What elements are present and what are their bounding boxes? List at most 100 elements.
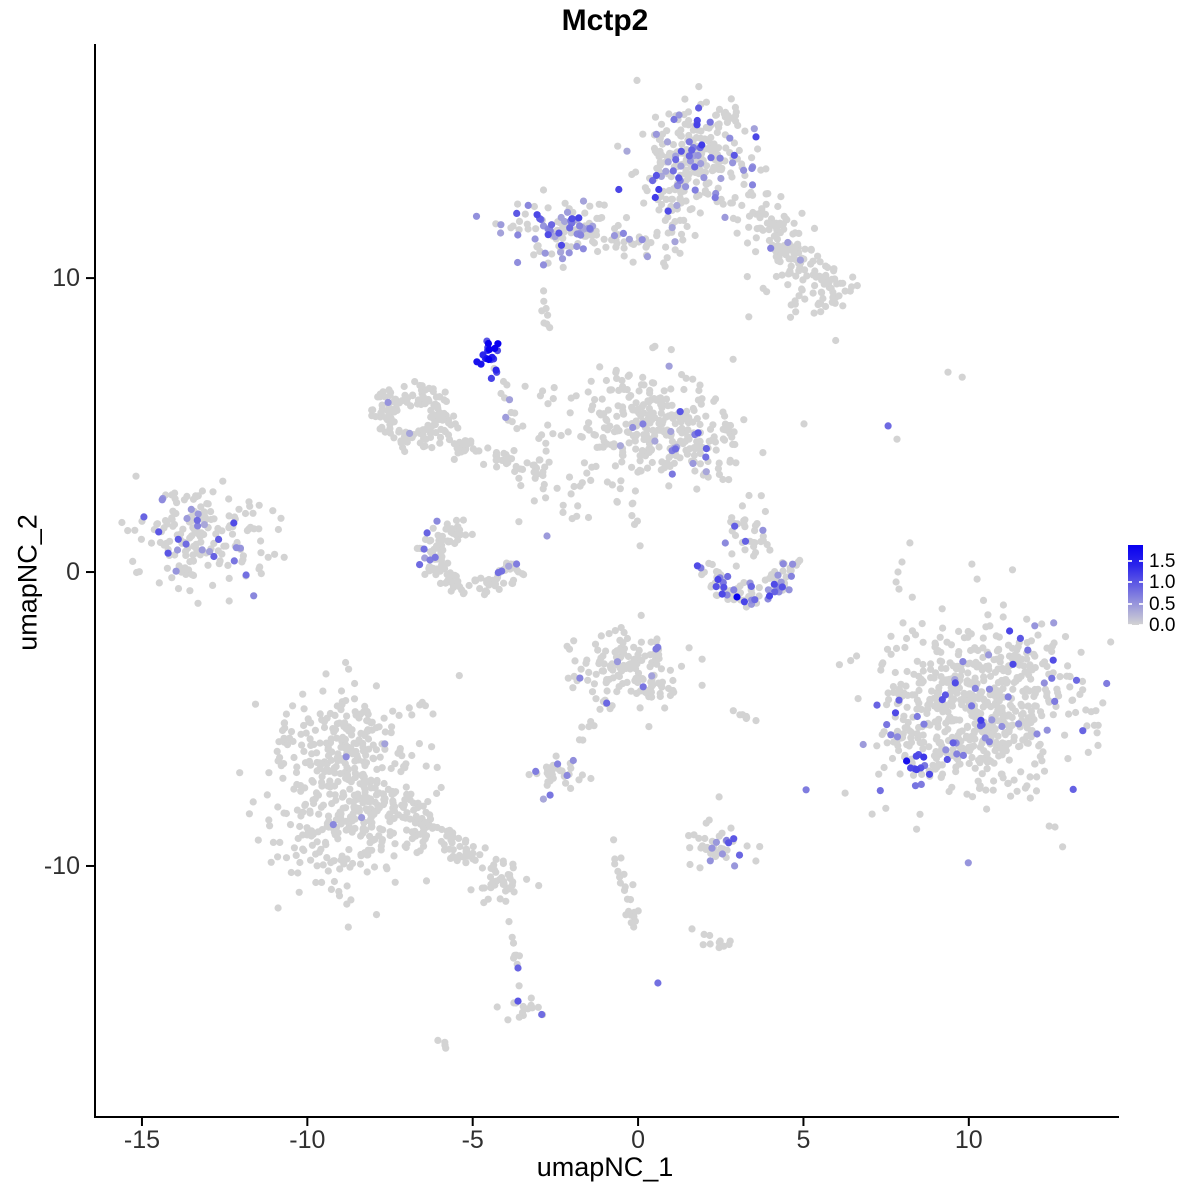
data-point [218, 527, 226, 535]
data-point [277, 514, 285, 522]
data-point [652, 171, 661, 180]
data-point [1061, 731, 1069, 739]
data-point [616, 485, 624, 493]
data-point [545, 458, 553, 466]
data-point [174, 535, 182, 543]
data-point [735, 146, 743, 155]
data-point [985, 651, 993, 659]
data-point [487, 374, 495, 382]
data-point [1023, 655, 1031, 663]
data-point [618, 451, 627, 459]
data-point [904, 718, 912, 727]
data-point [413, 544, 421, 553]
data-point [541, 249, 549, 257]
data-point [939, 624, 947, 632]
data-point [694, 429, 702, 437]
data-point [685, 644, 693, 652]
data-point [669, 141, 678, 149]
data-point [579, 245, 587, 253]
data-point [225, 597, 233, 605]
data-point [752, 717, 760, 725]
data-point [300, 846, 308, 855]
data-point [131, 526, 139, 534]
data-point [717, 166, 726, 174]
data-point [135, 568, 143, 576]
data-point [337, 687, 346, 695]
data-point [602, 243, 610, 251]
data-point [665, 187, 673, 195]
data-point [883, 701, 891, 709]
data-point [306, 735, 314, 743]
data-point [312, 878, 320, 887]
data-point [1099, 699, 1107, 707]
data-point [636, 457, 644, 465]
data-point [882, 804, 890, 812]
data-point [809, 289, 817, 297]
data-point [425, 384, 433, 392]
data-point [694, 151, 702, 160]
data-point [286, 821, 295, 829]
data-point [968, 753, 976, 762]
data-point [483, 588, 491, 596]
data-point [895, 685, 904, 693]
data-point [200, 521, 208, 529]
data-point [893, 435, 901, 443]
data-point [913, 705, 921, 713]
data-point [651, 437, 659, 445]
data-point [530, 202, 539, 211]
data-point [646, 389, 654, 397]
data-point [891, 668, 899, 677]
data-point [158, 496, 166, 504]
data-point [614, 221, 622, 230]
data-point [456, 526, 464, 534]
data-point [680, 216, 688, 224]
data-point [189, 495, 198, 503]
data-point [629, 258, 637, 266]
data-point [415, 740, 423, 748]
data-point [903, 741, 911, 749]
data-point [748, 164, 756, 173]
data-point [414, 804, 422, 812]
data-point [372, 911, 381, 919]
data-point [689, 375, 697, 383]
data-point [644, 411, 653, 419]
data-point [735, 851, 744, 859]
data-point [877, 666, 885, 674]
data-point [433, 517, 441, 525]
data-point [770, 580, 778, 588]
data-point [620, 410, 628, 418]
data-point [617, 477, 625, 485]
data-point [1024, 739, 1032, 747]
data-point [1059, 843, 1067, 851]
data-point [932, 748, 940, 756]
data-point [194, 599, 202, 607]
data-point [428, 743, 436, 751]
data-point [675, 174, 683, 182]
data-point [1053, 685, 1061, 693]
data-point [366, 832, 374, 840]
data-point [280, 553, 288, 561]
data-point [947, 683, 955, 692]
data-point [363, 868, 371, 876]
data-point [442, 1044, 450, 1052]
data-point [712, 583, 720, 591]
data-point [433, 404, 442, 412]
data-point [907, 764, 915, 772]
data-point [569, 756, 577, 765]
data-point [494, 569, 502, 577]
data-point [402, 783, 410, 791]
data-point [765, 236, 774, 245]
data-point [741, 127, 749, 135]
data-point [817, 273, 825, 281]
data-point [728, 199, 737, 207]
data-point [373, 765, 381, 774]
data-point [524, 201, 532, 209]
data-point [738, 201, 746, 209]
data-point [308, 841, 316, 849]
data-point [331, 711, 339, 720]
data-point [425, 397, 433, 405]
data-point [447, 854, 455, 863]
data-point [632, 445, 640, 453]
data-point [311, 726, 319, 734]
